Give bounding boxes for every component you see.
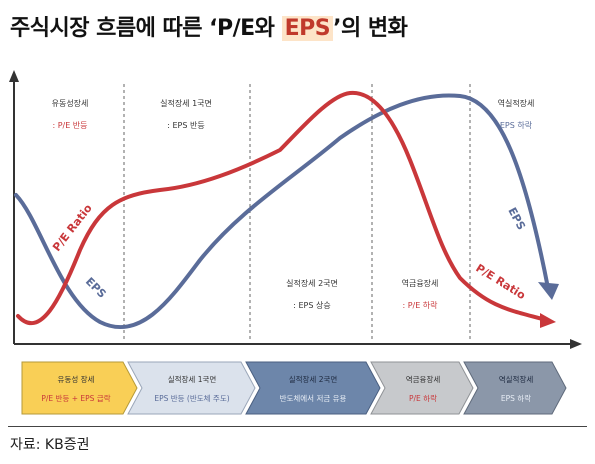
phase-5-name: 역실적장세 [498,98,535,108]
y-axis-arrowhead [9,70,19,82]
phase-1-desc: : P/E 반등 [52,121,87,130]
phase-arrow-1-line1: 유동성 장세 [58,374,95,384]
phase-arrow-4-line1: 역금융장세 [406,374,441,384]
pe-ratio-curve [16,90,548,325]
phase-arrow-5-line1: 역실적장세 [499,374,534,384]
source-note: 자료: KB증권 [10,437,90,453]
phase-4-desc: : P/E 하락 [402,300,438,310]
title-suffix: ’의 변화 [333,16,408,41]
eps-arrowhead [538,282,559,300]
title-highlight: EPS [281,16,334,41]
phase-arrow-3: 실적장세 2국면 반도체에서 저금 유용 [245,361,381,415]
phase-arrow-2-line1: 실적장세 1국면 [168,374,217,384]
phase-4-name: 역금융장세 [402,278,439,288]
page-title: 주식시장 흐름에 따른 ‘P/E와 EPS ’의 변화 [10,10,408,42]
phase-arrow-1-line2: P/E 반등 + EPS 급락 [41,394,110,403]
phase-arrow-1: 유동성 장세 P/E 반등 + EPS 급락 [21,361,138,415]
pe-ratio-label-left: P/E Ratio [50,201,95,253]
phase-arrow-3-line1: 실적장세 2국면 [289,374,338,384]
phase-arrow-2-line2: EPS 반등 (반도체 주도) [154,393,229,403]
phase-arrow-3-line2: 반도체에서 저금 유용 [280,393,347,403]
phase-3-name: 실적장세 2국면 [286,278,338,288]
eps-curve [14,93,550,330]
phase-arrow-4: 역금융장세 P/E 하락 [370,361,474,415]
phase-arrow-5-line2: EPS 하락 [501,393,531,403]
title-prefix: 주식시장 흐름에 따른 ‘P/E와 [10,16,282,41]
phase-5-desc: EPS 하락 [500,120,533,130]
eps-label-right: EPS [505,205,528,232]
phase-1-name: 유동성장세 [52,98,89,108]
phase-arrow-5: 역실적장세 EPS 하락 [463,361,567,415]
pe-ratio-arrowhead [540,313,556,328]
source-divider [8,426,587,427]
phase-arrow-4-line2: P/E 하락 [409,393,437,403]
phase-3-desc: : EPS 상승 [293,300,330,310]
eps-label-left: EPS [83,275,109,301]
phase-2-name: 실적장세 1국면 [160,98,212,108]
phase-2-desc: : EPS 반등 [167,121,204,130]
x-axis-arrowhead [570,339,582,349]
phase-arrow-2: 실적장세 1국면 EPS 반등 (반도체 주도) [127,361,256,415]
